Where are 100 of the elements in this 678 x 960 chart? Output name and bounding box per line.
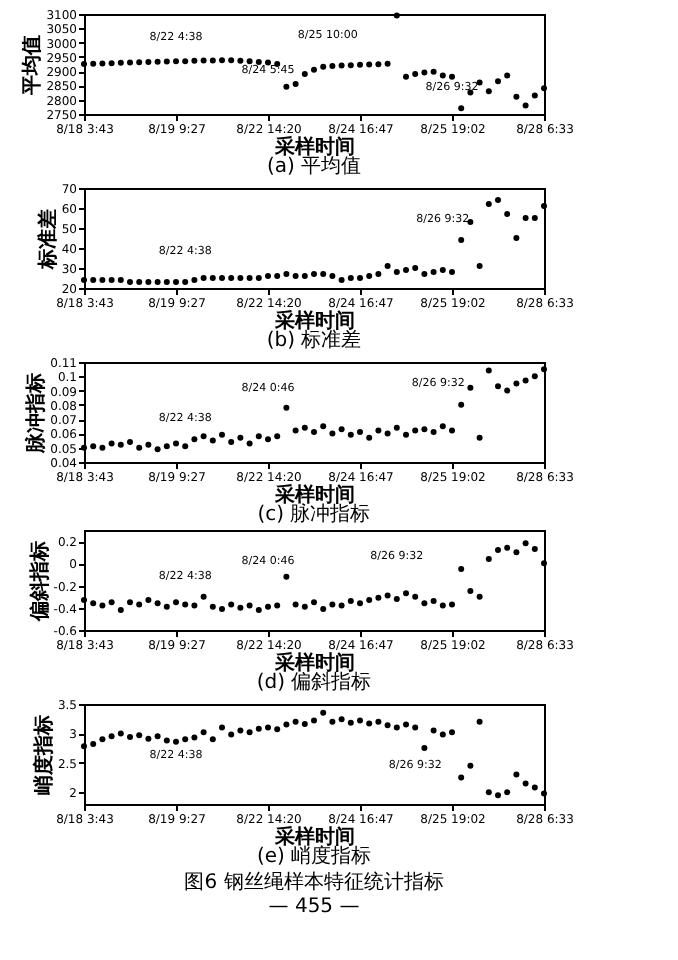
point [347,275,354,281]
point [375,61,382,68]
point [237,434,244,441]
point [219,275,225,281]
point [117,59,124,66]
point [311,717,317,724]
point [127,279,133,285]
point [163,279,170,285]
point [117,277,124,283]
point [182,443,189,450]
point [209,437,216,444]
point [301,424,308,431]
point [347,62,354,69]
point [421,271,428,277]
point [375,594,382,601]
point [366,273,373,279]
point [274,726,281,733]
point [191,277,198,283]
point [108,60,115,67]
point [237,727,244,734]
point [117,441,124,448]
point [393,424,400,431]
point [329,63,336,69]
point [476,593,483,600]
point [200,275,207,281]
point [163,737,170,744]
point [439,267,446,273]
point [90,741,97,747]
point [393,724,400,731]
point [209,736,216,743]
point [283,573,290,580]
x-axis-title: 采样时间 [273,309,355,333]
point [301,273,308,279]
point [384,592,391,599]
point [384,263,391,269]
point [191,602,198,609]
point [467,588,474,595]
point [393,269,400,275]
x-axis-title: 采样时间 [273,483,355,507]
point [412,427,419,434]
point [458,774,465,781]
point [283,271,290,277]
point [531,784,538,791]
point [467,384,474,391]
point [200,729,207,736]
point [458,105,465,112]
point [237,57,244,64]
point [430,429,437,435]
y-axis-title: 偏斜指标 [27,541,52,623]
point [283,83,290,90]
point [136,279,143,285]
point [541,85,547,92]
point [117,607,124,613]
point [173,440,179,447]
point [209,275,216,281]
point [467,762,474,769]
point [301,71,308,77]
point [495,792,501,799]
point [458,565,465,572]
point [338,277,345,283]
point [504,72,511,79]
text: (e) 峭度指标 [256,844,372,868]
point [430,598,437,605]
point [485,367,492,374]
point [228,439,235,445]
point [485,201,492,207]
point [219,57,225,64]
point [329,601,336,608]
point [246,440,253,447]
point [476,263,483,269]
point [504,789,511,796]
point [495,197,501,203]
point [265,273,271,279]
point [347,598,354,605]
point [531,545,538,552]
point [412,724,419,731]
point [136,732,143,739]
point [384,430,391,437]
point [366,597,373,603]
point [200,433,207,440]
text: (c) 脉冲指标 [257,502,371,526]
x-axis-title: 采样时间 [273,825,355,849]
point [237,604,244,611]
point [255,433,262,440]
point [522,780,529,787]
point [458,401,465,408]
point [338,426,345,433]
point [108,733,115,740]
point [513,93,520,100]
point [403,267,409,273]
point [255,607,262,613]
point [292,273,299,279]
point [108,277,115,283]
point [531,92,538,99]
point [513,771,520,778]
point [274,273,281,279]
point [485,555,492,562]
point [219,605,225,612]
point [320,423,327,430]
y-axis-title: 标准差 [35,209,60,271]
